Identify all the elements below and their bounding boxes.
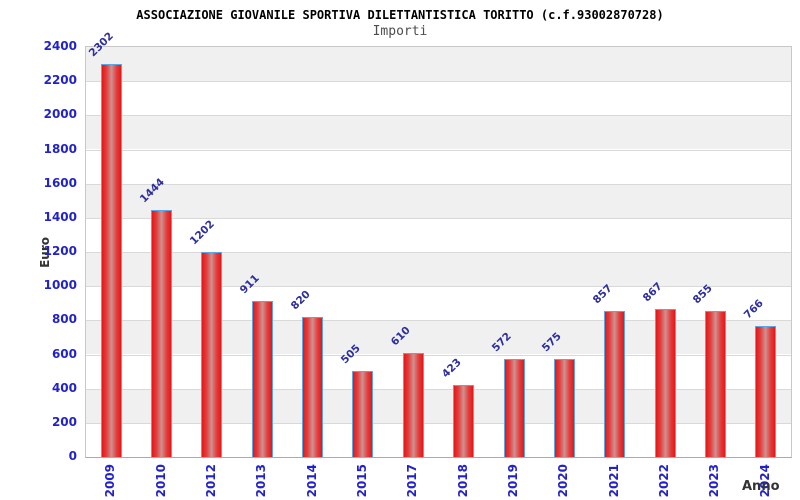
y-tick-label: 1200 (43, 244, 77, 258)
bar (302, 316, 324, 457)
plot-band (86, 115, 791, 150)
bar (704, 310, 726, 457)
gridline (86, 81, 791, 83)
y-tick-label: 600 (51, 346, 77, 361)
x-tick-label: 2021 (606, 464, 621, 498)
bar (553, 358, 575, 457)
y-tick-label: 800 (51, 312, 77, 327)
bar (402, 352, 424, 457)
gridline (86, 217, 791, 219)
gridline (86, 183, 791, 185)
gridline (86, 388, 791, 390)
y-tick-label: 2200 (43, 73, 77, 88)
plot-band (86, 183, 791, 218)
y-tick-label: 1000 (43, 278, 77, 293)
plot-band (86, 150, 791, 184)
bar (100, 63, 122, 457)
y-tick-label: 1800 (43, 141, 77, 156)
x-tick-label: 2017 (405, 464, 420, 498)
bar (201, 251, 223, 457)
y-tick-label: 1400 (43, 209, 77, 224)
x-tick-label: 2010 (153, 464, 168, 498)
chart-title: ASSOCIAZIONE GIOVANILE SPORTIVA DILETTAN… (136, 8, 664, 22)
plot-band (86, 81, 791, 115)
gridline (86, 422, 791, 424)
x-axis-title: Anno (742, 479, 780, 494)
bar (604, 310, 626, 457)
x-tick-label: 2022 (657, 464, 672, 498)
bar (453, 384, 475, 457)
bar (251, 301, 273, 457)
chart-subtitle: Importi (372, 24, 428, 39)
y-tick-label: 1600 (43, 175, 77, 190)
y-tick-label: 200 (51, 414, 77, 429)
x-tick-label: 2012 (203, 464, 218, 498)
x-tick-label: 2019 (506, 464, 521, 498)
plot-band (86, 252, 791, 287)
bar (352, 370, 374, 457)
plot-band (86, 423, 791, 457)
plot-band (86, 320, 791, 355)
y-tick-label: 2400 (43, 39, 77, 53)
plot-area: 2302 2009 1444 2010 1202 2012 911 2013 820 2014 50… (85, 30, 792, 497)
gridline (86, 320, 791, 322)
y-tick-label: 400 (51, 380, 77, 395)
gridline (86, 115, 791, 117)
x-tick-label: 2009 (103, 464, 118, 498)
y-tick-label: 2000 (43, 107, 77, 122)
plot-band (86, 286, 791, 320)
x-tick-label: 2020 (556, 464, 571, 498)
x-tick-label: 2013 (254, 464, 269, 498)
x-tick-label: 2015 (354, 464, 369, 498)
x-tick-label: 2014 (304, 464, 319, 498)
x-tick-label: 2023 (707, 464, 722, 498)
gridline (86, 286, 791, 288)
bar (503, 359, 525, 457)
x-tick-label: 2018 (455, 464, 470, 498)
bar (151, 210, 173, 457)
bar (654, 308, 676, 457)
gridline (86, 354, 791, 356)
gridline (86, 149, 791, 151)
plot-band (86, 388, 791, 423)
plot-band (86, 47, 791, 82)
plot-band (86, 355, 791, 389)
bar (755, 326, 777, 457)
y-tick-label: 0 (68, 449, 77, 463)
gridline (86, 252, 791, 253)
